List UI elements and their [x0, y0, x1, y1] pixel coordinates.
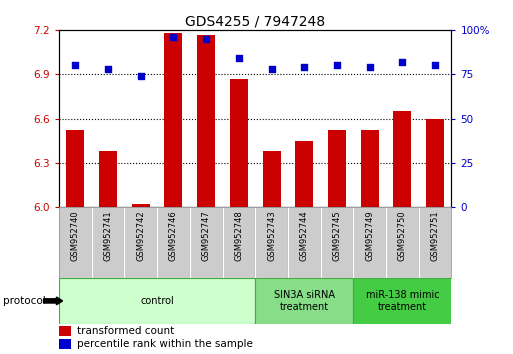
Text: GSM952749: GSM952749: [365, 211, 374, 261]
Text: GSM952743: GSM952743: [267, 211, 276, 261]
Point: [267, 66, 275, 72]
Text: GSM952741: GSM952741: [104, 211, 112, 261]
Bar: [393, 111, 411, 207]
Title: GDS4255 / 7947248: GDS4255 / 7947248: [185, 15, 325, 29]
Point: [235, 56, 243, 61]
Text: GSM952744: GSM952744: [300, 211, 309, 261]
Text: GSM952750: GSM952750: [398, 211, 407, 261]
Text: GSM952745: GSM952745: [332, 211, 342, 261]
Bar: [295, 141, 313, 207]
Text: GSM952746: GSM952746: [169, 211, 178, 261]
Text: SIN3A siRNA
treatment: SIN3A siRNA treatment: [274, 290, 335, 312]
Bar: [59, 278, 255, 324]
Text: GSM952740: GSM952740: [71, 211, 80, 261]
Bar: [353, 278, 451, 324]
Bar: [165, 33, 183, 207]
Bar: [361, 130, 379, 207]
Bar: [197, 35, 215, 207]
Text: percentile rank within the sample: percentile rank within the sample: [76, 339, 252, 349]
Bar: [59, 339, 71, 349]
Bar: [426, 119, 444, 207]
Text: GSM952742: GSM952742: [136, 211, 145, 261]
Point: [366, 64, 374, 70]
Text: miR-138 mimic
treatment: miR-138 mimic treatment: [366, 290, 439, 312]
Point: [136, 73, 145, 79]
Text: GSM952751: GSM952751: [430, 211, 440, 261]
Point: [71, 63, 80, 68]
Point: [300, 64, 308, 70]
Bar: [255, 278, 353, 324]
Text: GSM952747: GSM952747: [202, 211, 211, 261]
Point: [398, 59, 406, 65]
Text: control: control: [140, 296, 174, 306]
Text: transformed count: transformed count: [76, 326, 174, 336]
Point: [333, 63, 341, 68]
Bar: [132, 204, 150, 207]
Bar: [66, 130, 84, 207]
Point: [431, 63, 439, 68]
Text: GSM952748: GSM952748: [234, 211, 243, 261]
Point: [169, 34, 177, 40]
Bar: [230, 79, 248, 207]
Bar: [99, 151, 117, 207]
Bar: [59, 326, 71, 336]
Bar: [328, 130, 346, 207]
Text: protocol: protocol: [3, 296, 45, 306]
Bar: [263, 151, 281, 207]
Point: [202, 36, 210, 42]
Point: [104, 66, 112, 72]
